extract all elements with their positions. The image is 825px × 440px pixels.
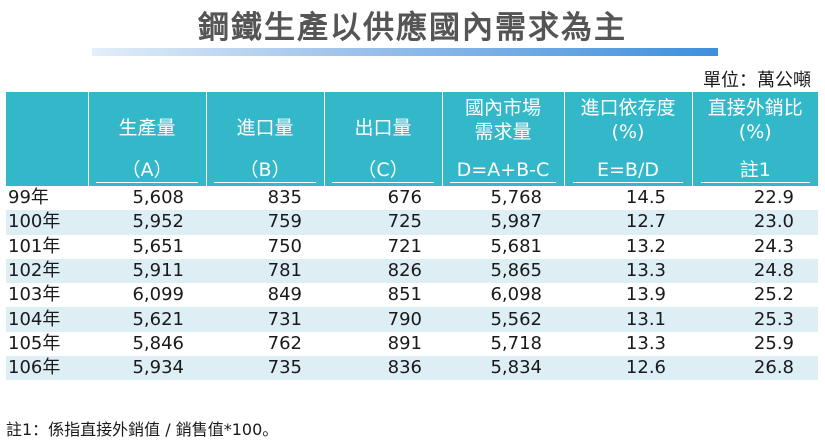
export-ratio-cell: 24.3 [692, 234, 818, 259]
table-row: 99年 5,608 835 676 5,768 14.5 22.9 [6, 186, 818, 211]
header-label: 出口量 [354, 117, 412, 139]
production-cell: 5,621 [88, 307, 206, 332]
year-cell: 106年 [6, 356, 88, 381]
table-row: 106年 5,934 735 836 5,834 12.6 26.8 [6, 356, 818, 381]
dependency-cell: 13.3 [564, 258, 692, 284]
table-row: 104年 5,621 731 790 5,562 13.1 25.3 [6, 307, 818, 332]
year-cell: 99年 [6, 186, 88, 211]
steel-data-table: 生產量 （A） 進口量 （B） 出口量 （C） 國內市場 需求量 D [6, 92, 818, 381]
year-cell: 101年 [6, 234, 88, 259]
export-cell: 721 [324, 234, 442, 259]
production-cell: 5,608 [88, 186, 206, 211]
export-cell: 826 [324, 258, 442, 284]
title-underline-bar [92, 48, 718, 56]
header-export-ratio: 直接外銷比 (%) 註1 [691, 92, 818, 186]
demand-cell: 5,562 [442, 307, 564, 332]
production-cell: 5,911 [88, 258, 206, 284]
header-sub: 註1 [700, 159, 810, 183]
table-row: 103年 6,099 849 851 6,098 13.9 25.2 [6, 283, 818, 308]
year-cell: 103年 [6, 283, 88, 308]
page-title: 鋼鐵生產以供應國內需求為主 [198, 10, 627, 46]
demand-cell: 6,098 [442, 283, 564, 308]
header-sub: D=A+B-C [450, 159, 556, 183]
dependency-cell: 12.7 [564, 210, 692, 235]
production-cell: 5,651 [88, 234, 206, 259]
export-ratio-cell: 24.8 [692, 258, 818, 284]
year-cell: 104年 [6, 307, 88, 332]
header-sub: （A） [96, 159, 198, 183]
export-ratio-cell: 25.2 [692, 283, 818, 308]
header-sub: （B） [214, 159, 316, 183]
header-domestic-demand: 國內市場 需求量 D=A+B-C [441, 92, 564, 186]
footnote: 註1：係指直接外銷值 / 銷售值*100。 [6, 420, 279, 439]
table-row: 101年 5,651 750 721 5,681 13.2 24.3 [6, 234, 818, 259]
export-cell: 851 [324, 283, 442, 308]
demand-cell: 5,865 [442, 258, 564, 284]
export-cell: 725 [324, 210, 442, 235]
dependency-cell: 13.9 [564, 283, 692, 308]
header-import: 進口量 （B） [205, 92, 324, 186]
header-sub: （C） [332, 159, 434, 183]
export-ratio-cell: 25.3 [692, 307, 818, 332]
export-ratio-cell: 26.8 [692, 356, 818, 381]
table-row: 100年 5,952 759 725 5,987 12.7 23.0 [6, 210, 818, 235]
table-header-row: 生產量 （A） 進口量 （B） 出口量 （C） 國內市場 需求量 D [6, 92, 818, 186]
production-cell: 5,934 [88, 356, 206, 381]
import-cell: 835 [206, 186, 324, 211]
header-label: 國內市場 需求量 [464, 97, 541, 143]
export-ratio-cell: 25.9 [692, 331, 818, 357]
year-cell: 100年 [6, 210, 88, 235]
year-cell: 102年 [6, 258, 88, 284]
dependency-cell: 14.5 [564, 186, 692, 211]
demand-cell: 5,987 [442, 210, 564, 235]
header-label: 生產量 [118, 117, 176, 139]
export-ratio-cell: 22.9 [692, 186, 818, 211]
production-cell: 5,952 [88, 210, 206, 235]
header-sub: E=B/D [572, 159, 684, 183]
import-cell: 759 [206, 210, 324, 235]
import-cell: 735 [206, 356, 324, 381]
dependency-cell: 13.1 [564, 307, 692, 332]
export-cell: 790 [324, 307, 442, 332]
export-cell: 836 [324, 356, 442, 381]
header-export: 出口量 （C） [323, 92, 442, 186]
import-cell: 750 [206, 234, 324, 259]
dependency-cell: 13.2 [564, 234, 692, 259]
header-label: 進口量 [236, 117, 294, 139]
header-import-dependency: 進口依存度 (%) E=B/D [563, 92, 692, 186]
dependency-cell: 13.3 [564, 331, 692, 357]
table-row: 102年 5,911 781 826 5,865 13.3 24.8 [6, 258, 818, 284]
year-cell: 105年 [6, 331, 88, 357]
production-cell: 5,846 [88, 331, 206, 357]
header-year [6, 92, 88, 186]
import-cell: 762 [206, 331, 324, 357]
header-production: 生產量 （A） [87, 92, 206, 186]
production-cell: 6,099 [88, 283, 206, 308]
export-cell: 891 [324, 331, 442, 357]
import-cell: 731 [206, 307, 324, 332]
import-cell: 781 [206, 258, 324, 284]
header-label: 直接外銷比 (%) [707, 97, 803, 143]
import-cell: 849 [206, 283, 324, 308]
demand-cell: 5,681 [442, 234, 564, 259]
unit-label: 單位：萬公噸 [703, 70, 811, 91]
header-label: 進口依存度 (%) [580, 97, 676, 143]
export-ratio-cell: 23.0 [692, 210, 818, 235]
export-cell: 676 [324, 186, 442, 211]
demand-cell: 5,834 [442, 356, 564, 381]
demand-cell: 5,768 [442, 186, 564, 211]
demand-cell: 5,718 [442, 331, 564, 357]
table-row: 105年 5,846 762 891 5,718 13.3 25.9 [6, 331, 818, 357]
dependency-cell: 12.6 [564, 356, 692, 381]
